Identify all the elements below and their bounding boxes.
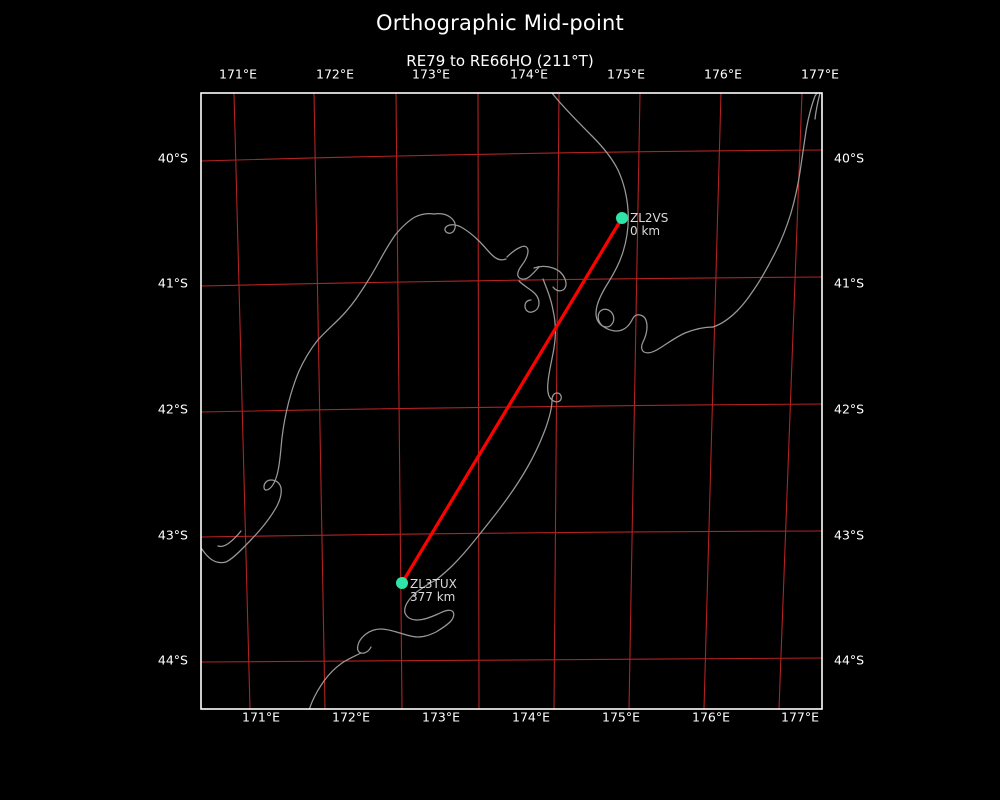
- lon-tick-bottom-2: 173°E: [421, 709, 461, 725]
- coastline-marlborough-sounds-b: [518, 280, 540, 313]
- lat-tick-left-3: 43°S: [157, 527, 188, 543]
- lat-tick-right-3: 43°S: [834, 527, 865, 543]
- lon-tick-bottom-0: 171°E: [241, 709, 281, 725]
- graticule-parallels: [201, 149, 822, 663]
- lat-tick-left-4: 44°S: [157, 652, 188, 668]
- station-label-zl2vs: ZL2VS 0 km: [630, 212, 668, 238]
- lon-tick-top-6: 177°E: [800, 66, 840, 82]
- lat-tick-right-4: 44°S: [834, 652, 865, 668]
- station-marker-zl2vs[interactable]: [616, 212, 628, 224]
- station-label-zl3tux: ZL3TUX 377 km: [410, 578, 457, 604]
- coastline-marlborough-sounds-a: [506, 245, 540, 280]
- lat-tick-left-1: 41°S: [157, 275, 188, 291]
- lon-tick-bottom-4: 175°E: [601, 709, 641, 725]
- lon-tick-bottom-5: 176°E: [691, 709, 731, 725]
- station-callsign-zl2vs: ZL2VS: [630, 211, 669, 225]
- lon-tick-top-3: 174°E: [509, 66, 549, 82]
- coastline-north-island-west: [551, 93, 714, 354]
- page-title: Orthographic Mid-point: [376, 11, 624, 35]
- plot-frame: [200, 92, 823, 710]
- lat-tick-right-0: 40°S: [834, 150, 865, 166]
- station-callsign-zl3tux: ZL3TUX: [410, 577, 457, 591]
- coastline-west-coast-lower: [201, 547, 227, 564]
- lat-tick-right-1: 41°S: [834, 275, 865, 291]
- coastline-south-island-west: [225, 213, 435, 563]
- lat-tick-left-2: 42°S: [157, 401, 188, 417]
- lon-tick-top-0: 171°E: [218, 66, 258, 82]
- lon-tick-bottom-6: 177°E: [780, 709, 820, 725]
- great-circle-path: [400, 216, 624, 585]
- coastline-south-island-northeast: [435, 278, 562, 581]
- lon-tick-top-4: 175°E: [606, 66, 646, 82]
- coastline-west-coast-nelson-inlet: [217, 530, 242, 547]
- coastline-golden-bay: [433, 213, 507, 261]
- lon-tick-top-2: 173°E: [411, 66, 451, 82]
- coastline-canterbury-south: [308, 652, 362, 709]
- coastline-north-island-corner: [814, 93, 821, 120]
- graticule-meridians: [233, 93, 803, 709]
- coastline-marlborough-sounds-c: [533, 265, 567, 292]
- coastline-layer: [201, 93, 821, 709]
- lat-tick-right-2: 42°S: [834, 401, 865, 417]
- lon-tick-top-1: 172°E: [315, 66, 355, 82]
- station-distance-zl3tux: 377 km: [410, 590, 456, 604]
- station-distance-zl2vs: 0 km: [630, 224, 661, 238]
- page-subtitle: RE79 to RE66HO (211°T): [406, 52, 594, 70]
- coastline-north-island-east: [712, 93, 818, 328]
- lat-tick-left-0: 40°S: [157, 150, 188, 166]
- lon-tick-bottom-3: 174°E: [511, 709, 551, 725]
- lon-tick-top-5: 176°E: [703, 66, 743, 82]
- station-marker-zl3tux[interactable]: [396, 577, 408, 589]
- coastline-banks-peninsula: [357, 579, 455, 654]
- lon-tick-bottom-1: 172°E: [331, 709, 371, 725]
